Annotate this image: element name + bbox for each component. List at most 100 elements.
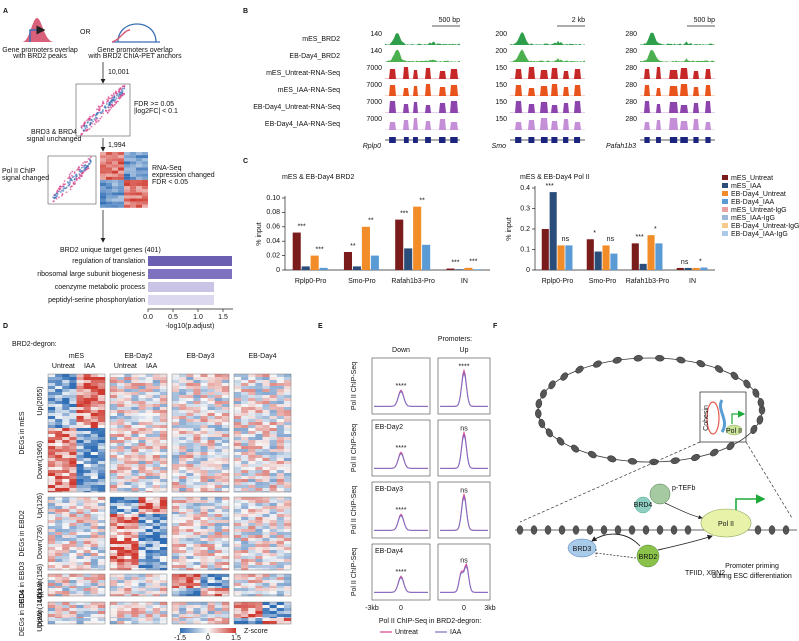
heatmap-cell [69,559,77,563]
heatmap-cell [200,398,208,402]
scatter-dot [119,87,122,90]
heatmap-cell [200,443,208,447]
heatmap-cell [124,164,130,168]
label: % input [506,217,513,240]
heatmap-cell [221,419,230,423]
scatter-dot [82,162,85,164]
heatmap-cell [221,550,230,554]
label: FDR >= 0.05 [134,101,174,108]
heatmap-cell [186,452,194,456]
heatmap-cell [136,155,142,159]
exon [680,137,688,143]
heatmap-cell [131,559,139,563]
heatmap-cell [131,410,139,414]
heatmap-cell [131,395,139,399]
heatmap-cell [276,580,285,584]
heatmap-cell [269,559,277,563]
heatmap-cell [179,431,187,435]
heatmap-cell [83,440,91,444]
label: *** [469,259,477,266]
heatmap-cell [179,580,187,584]
heatmap-cell [255,568,263,571]
heatmap-cell [172,586,180,589]
heatmap-cell [124,574,132,578]
heatmap-cell [90,509,99,513]
heatmap-cell [62,512,70,515]
exon [656,137,661,143]
heatmap-cell [138,538,146,542]
heatmap-frame [47,601,106,625]
heatmap-cell [200,458,208,462]
zoom-box [699,391,747,443]
heatmap-cell [221,383,230,387]
heatmap-cell [221,374,230,378]
heatmap-cell [97,559,106,563]
heatmap-cell [172,452,180,456]
heatmap-cell [172,538,180,542]
coverage-track [510,101,585,113]
heatmap-cell [48,559,56,563]
bar [361,226,370,270]
heatmap-cell [207,425,215,429]
heatmap-cell [186,562,194,566]
heatmap-cell [172,523,180,527]
heatmap-cell [69,512,77,515]
heatmap-cell [179,398,187,402]
heatmap-cell [179,577,187,581]
heatmap-cell [131,404,139,408]
heatmap-cell [117,476,125,480]
heatmap-cell [145,617,153,619]
scatter-dot [75,179,78,182]
heatmap-cell [69,621,77,625]
heatmap-cell [200,617,208,619]
heatmap-cell [214,559,223,563]
heatmap-cell [262,476,270,480]
heatmap-cell [117,618,125,622]
heatmap-cell [48,605,56,609]
heatmap-cell [283,583,292,587]
heatmap-cell [131,523,139,527]
heatmap-cell [145,374,153,378]
scatter-dot [69,172,72,175]
heatmap-cell [269,377,277,381]
heatmap-cell [248,467,256,471]
label: ns [562,236,570,243]
heatmap-cell [234,407,242,411]
heatmap-cell [145,479,153,483]
heatmap-cell [48,464,56,468]
heatmap-cell [55,488,63,492]
heatmap-cell [110,605,118,609]
heatmap-cell [193,398,201,402]
heatmap-cell [118,170,124,174]
heatmap-cell [110,410,118,414]
heatmap-cell [145,614,153,618]
heatmap-cell [83,434,91,438]
heatmap-cell [69,544,77,548]
heatmap-cell [179,586,187,589]
heatmap-cell [97,532,106,536]
heatmap-cell [172,449,180,453]
heatmap-cell [69,541,77,545]
heatmap-cell [83,517,91,521]
heatmap-cell [138,377,146,381]
heatmap-cell [131,550,139,554]
heatmap-cell [172,488,180,492]
heatmap-cell [172,577,180,581]
heatmap-cell [138,392,146,396]
heatmap-cell [117,586,125,589]
heatmap-cell [110,482,118,486]
heatmap-cell [124,374,132,378]
heatmap-cell [110,512,118,515]
heatmap-cell [200,586,208,589]
heatmap-cell [241,458,249,462]
label: Gene promoters overlap [2,47,78,54]
heatmap-cell [117,464,125,468]
heatmap-cell [97,550,106,554]
heatmap-cell [159,594,168,597]
heatmap-cell [200,428,208,432]
label: 0.5 [168,314,178,321]
heatmap-cell [90,532,99,536]
coverage-track [510,118,585,130]
heatmap-cell [62,464,70,468]
heatmap-cell [83,580,91,584]
